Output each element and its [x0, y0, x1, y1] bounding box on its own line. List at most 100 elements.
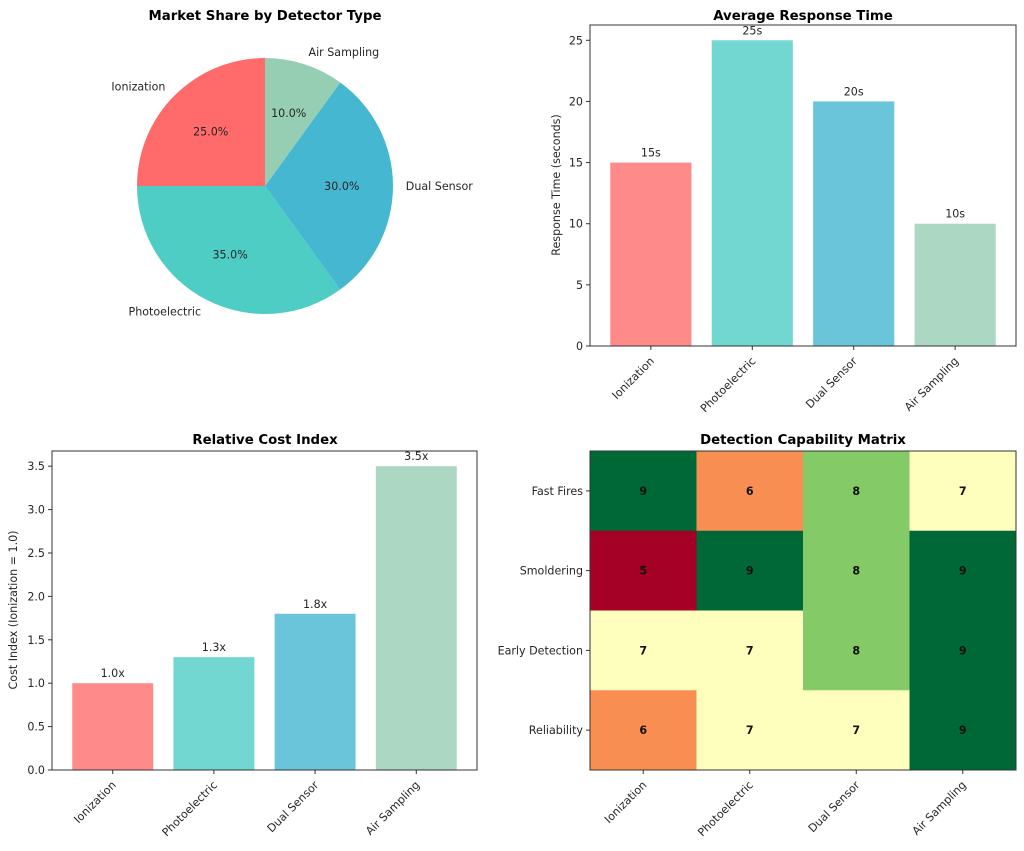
matrix-cell-fast-fires-air-sampling — [909, 451, 1017, 532]
pie-slice-dual-sensor — [265, 82, 394, 290]
matrix-cell-value: 9 — [959, 565, 967, 578]
pie-category-label-dual-sensor: Dual Sensor — [406, 180, 473, 193]
response-ytick-label: 25 — [569, 34, 583, 47]
response-title: Average Response Time — [713, 9, 893, 24]
matrix-ytick-label-smoldering: Smoldering — [520, 565, 583, 578]
cost-ytick-label: 0.5 — [27, 721, 45, 734]
response-value-label-dual-sensor: 20s — [844, 85, 864, 98]
response-value-label-ionization: 15s — [641, 147, 661, 160]
matrix-cell-value: 7 — [852, 724, 860, 737]
cost-xtick-label-ionization: Ionization — [71, 779, 118, 826]
pie-labels: 25.0% Ionization 35.0% Photoelectric 30.0% Du… — [111, 46, 473, 318]
matrix-cell-value: 9 — [959, 724, 967, 737]
pie-category-label-ionization: Ionization — [111, 80, 165, 93]
pie-category-label-air-sampling: Air Sampling — [309, 46, 380, 59]
matrix-cell-value: 9 — [639, 485, 647, 498]
cost-ytick-label: 0.0 — [27, 764, 45, 777]
matrix-cell-reliability-dual-sensor — [803, 690, 910, 771]
response-xtick-label-dual-sensor: Dual Sensor — [803, 354, 860, 411]
response-time-chart: Average Response Time 15s 25s 20s 10s Ioniz… — [550, 9, 1017, 416]
pie-pct-label-ionization: 25.0% — [193, 126, 228, 139]
matrix-cell-value: 7 — [746, 644, 754, 657]
cost-bar-ionization — [72, 683, 154, 770]
response-bars: 15s 25s 20s 10s — [610, 24, 996, 347]
matrix-ytick-label-early-detection: Early Detection — [498, 644, 583, 657]
cost-bar-air-sampling — [375, 466, 457, 770]
cost-value-label-dual-sensor: 1.8x — [303, 598, 328, 611]
cost-xtick-label-photoelectric: Photoelectric — [160, 779, 221, 840]
matrix-cell-smoldering-photoelectric — [696, 530, 804, 611]
matrix-cell-early-detection-photoelectric — [696, 610, 804, 691]
cost-xtick-label-air-sampling: Air Sampling — [363, 779, 422, 838]
matrix-cell-fast-fires-photoelectric — [696, 451, 804, 532]
matrix-cell-reliability-photoelectric — [696, 690, 804, 771]
matrix-cell-value: 5 — [639, 565, 647, 578]
response-ytick-label: 15 — [569, 157, 583, 170]
pie-category-label-photoelectric: Photoelectric — [129, 305, 202, 318]
response-ytick-label: 10 — [569, 218, 583, 231]
matrix-axes-frame — [589, 450, 1017, 771]
matrix-ytick-label-reliability: Reliability — [529, 724, 584, 737]
matrix-cell-value: 7 — [959, 485, 967, 498]
cost-value-label-air-sampling: 3.5x — [404, 450, 429, 463]
matrix-xtick-label-dual-sensor: Dual Sensor — [806, 778, 863, 835]
matrix-cell-value: 7 — [639, 644, 647, 657]
matrix-cell-value: 9 — [959, 644, 967, 657]
matrix-cell-smoldering-ionization — [590, 530, 697, 611]
cost-axes-frame — [51, 450, 478, 771]
response-xtick-label-ionization: Ionization — [610, 355, 657, 402]
cost-value-label-ionization: 1.0x — [101, 667, 126, 680]
response-value-label-air-sampling: 10s — [945, 208, 965, 221]
pie-slices — [137, 58, 394, 314]
matrix-cell-early-detection-dual-sensor — [803, 610, 910, 691]
response-ytick-label: 0 — [576, 340, 583, 353]
response-bar-photoelectric — [711, 40, 793, 347]
matrix-cells: 9 6 8 7 5 9 8 9 7 7 8 9 6 7 7 9 — [590, 451, 1017, 771]
matrix-cell-smoldering-air-sampling — [909, 530, 1017, 611]
matrix-cell-value: 8 — [852, 485, 860, 498]
cost-bar-dual-sensor — [274, 613, 356, 770]
cost-index-chart: Relative Cost Index 1.0x 1.3x 1.8x 3.5x Ion… — [7, 433, 478, 840]
matrix-cell-early-detection-ionization — [590, 610, 697, 691]
capability-matrix-chart: Detection Capability Matrix 9 6 8 75 9 8 97 7 8 9… — [498, 433, 1017, 839]
matrix-cell-value: 8 — [852, 565, 860, 578]
matrix-xtick-label-ionization: Ionization — [602, 779, 649, 826]
pie-pct-label-photoelectric: 35.0% — [213, 248, 248, 261]
pie-slice-air-sampling — [265, 58, 341, 186]
cost-bars: 1.0x 1.3x 1.8x 3.5x — [72, 450, 457, 770]
matrix-ytick-label-fast-fires: Fast Fires — [532, 485, 584, 498]
cost-ytick-label: 2.0 — [27, 590, 45, 603]
response-bar-air-sampling — [914, 223, 996, 346]
cost-bar-photoelectric — [173, 657, 255, 770]
cost-ytick-label: 1.0 — [27, 677, 45, 690]
cost-ytick-label: 1.5 — [27, 634, 45, 647]
matrix-cell-early-detection-air-sampling — [909, 610, 1017, 691]
response-ylabel: Response Time (seconds) — [550, 114, 563, 255]
response-bar-dual-sensor — [813, 101, 895, 346]
matrix-cell-smoldering-dual-sensor — [803, 530, 910, 611]
cost-ytick-label: 3.0 — [27, 504, 45, 517]
matrix-cell-fast-fires-dual-sensor — [803, 451, 910, 532]
response-ytick-label: 5 — [576, 279, 583, 292]
matrix-cell-value: 8 — [852, 644, 860, 657]
matrix-cell-reliability-air-sampling — [909, 690, 1017, 771]
response-value-label-photoelectric: 25s — [742, 24, 762, 37]
cost-xtick-label-dual-sensor: Dual Sensor — [265, 778, 322, 835]
cost-ytick-label: 2.5 — [27, 547, 45, 560]
pie-slice-photoelectric — [137, 186, 341, 314]
response-xtick-label-air-sampling: Air Sampling — [902, 355, 961, 414]
matrix-cell-value: 9 — [746, 565, 754, 578]
matrix-xtick-label-air-sampling: Air Sampling — [910, 779, 969, 838]
pie-slice-ionization — [137, 58, 265, 186]
response-xtick-label-photoelectric: Photoelectric — [698, 355, 759, 416]
matrix-cell-value: 6 — [639, 724, 647, 737]
pie-pct-label-dual-sensor: 30.0% — [324, 180, 359, 193]
response-ytick-label: 20 — [569, 95, 583, 108]
cost-ytick-label: 3.5 — [27, 460, 45, 473]
cost-ylabel: Cost Index (Ionization = 1.0) — [7, 531, 20, 690]
pie-pct-label-air-sampling: 10.0% — [271, 107, 306, 120]
matrix-cell-value: 6 — [746, 485, 754, 498]
matrix-cell-reliability-ionization — [590, 690, 697, 771]
matrix-cell-value: 7 — [746, 724, 754, 737]
